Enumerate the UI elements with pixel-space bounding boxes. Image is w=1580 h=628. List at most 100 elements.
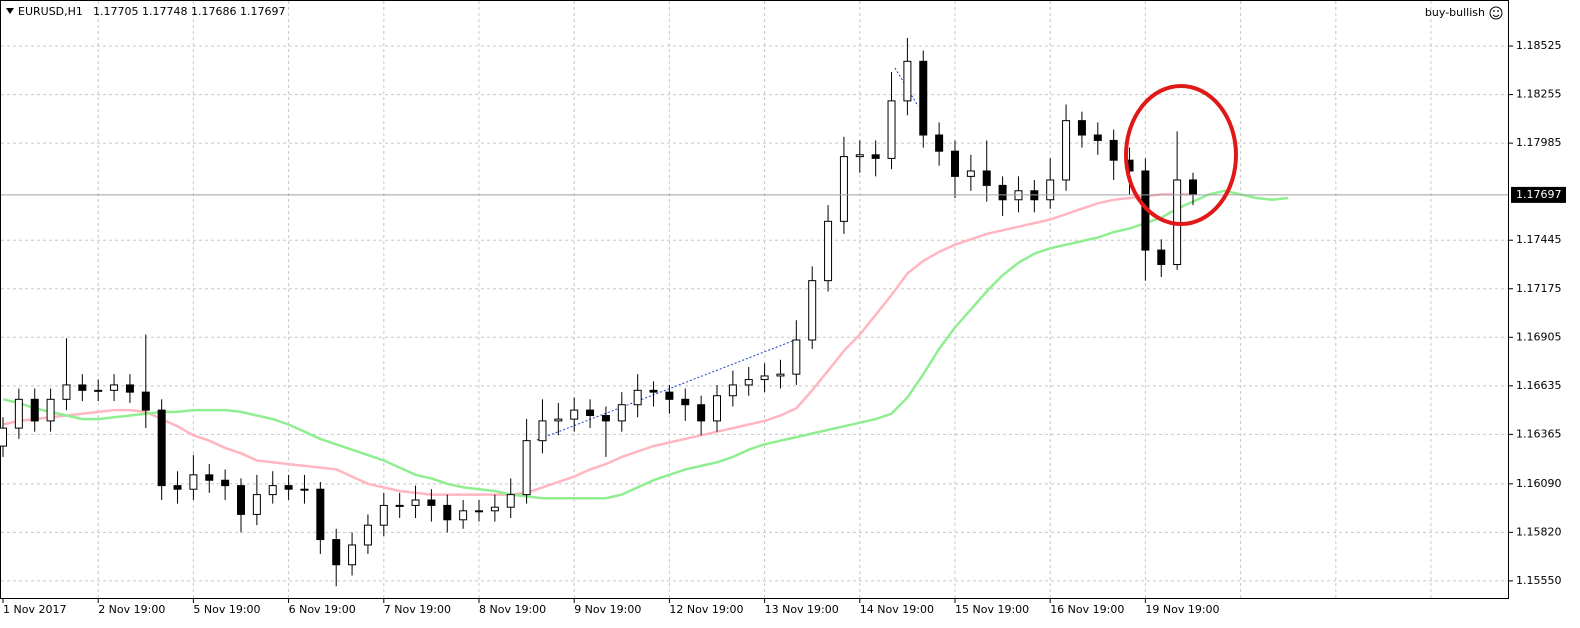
candle-body [633, 389, 642, 406]
candle-body [1189, 179, 1197, 195]
candle-body [713, 395, 721, 422]
candle-body [316, 488, 325, 541]
moving-average [2, 193, 1193, 496]
x-tick-label: 15 Nov 19:00 [955, 603, 1029, 616]
candle-body [538, 420, 547, 442]
candle-body [522, 440, 531, 496]
menu-arrow[interactable] [6, 8, 14, 14]
candle-body [110, 384, 119, 391]
plot-frame [0, 0, 1509, 599]
candle-body [78, 384, 87, 391]
candle-body [1046, 179, 1055, 201]
candle-body [855, 154, 864, 158]
candle-body [141, 391, 150, 411]
candle-body [443, 504, 452, 521]
y-tick-label: 1.16635 [1516, 379, 1562, 392]
y-tick-label: 1.15820 [1516, 525, 1562, 538]
x-tick-label: 14 Nov 19:00 [860, 603, 934, 616]
candle-body [617, 404, 626, 422]
candle-body [395, 504, 404, 507]
candle-body [808, 280, 817, 341]
candle-body [1077, 120, 1086, 136]
candle-body [935, 134, 944, 152]
candle-body [554, 418, 563, 422]
candle-body [681, 398, 690, 406]
candle-body [998, 184, 1007, 201]
candle-body [475, 510, 483, 513]
x-tick-label: 8 Nov 19:00 [479, 603, 546, 616]
candle-body [665, 391, 674, 400]
candle-body [221, 479, 230, 487]
candle-body [792, 339, 801, 375]
x-tick-label: 5 Nov 19:00 [193, 603, 260, 616]
y-tick-label: 1.17445 [1516, 233, 1562, 246]
candle-body [570, 409, 579, 420]
candle-body [586, 409, 595, 417]
candle-body [776, 373, 785, 377]
y-tick-label: 1.16365 [1516, 427, 1562, 440]
candle-body [601, 415, 610, 422]
smiley-icon [1489, 6, 1503, 20]
candle-body [903, 60, 912, 102]
candle-body [268, 485, 277, 496]
candle-body [348, 544, 357, 566]
candle-body [966, 170, 975, 177]
candle-body [94, 389, 103, 392]
candle-body [46, 398, 55, 422]
x-tick-label: 16 Nov 19:00 [1050, 603, 1124, 616]
candle-body [205, 474, 214, 481]
x-tick-label: 13 Nov 19:00 [765, 603, 839, 616]
candle-body [506, 494, 515, 508]
candle-body [728, 384, 737, 397]
plot [0, 37, 1508, 587]
candle-body [157, 409, 166, 487]
grid [1, 1, 1508, 598]
last-price-label: 1.17697 [1516, 188, 1562, 201]
candle-body [363, 524, 372, 546]
symbol: EURUSD,H1 [18, 5, 83, 18]
y-tick-label: 1.16090 [1516, 477, 1562, 490]
candle-body [951, 150, 959, 177]
candle-body [332, 539, 341, 566]
x-tick-label: 7 Nov 19:00 [384, 603, 451, 616]
candle-body [744, 379, 753, 386]
candle-body [300, 488, 309, 491]
y-tick-label: 1.16905 [1516, 330, 1562, 343]
highlight-circle [1124, 84, 1238, 226]
moving-average [2, 189, 1289, 500]
y-tick-label: 1.17175 [1516, 282, 1562, 295]
candle-body [30, 398, 39, 422]
candle-body [871, 154, 880, 159]
x-tick-label: 2 Nov 19:00 [98, 603, 165, 616]
y-tick-label: 1.18525 [1516, 39, 1562, 52]
candle-body [125, 384, 134, 393]
candle-body [379, 504, 388, 526]
candle-body [839, 156, 848, 222]
candle-body [189, 474, 198, 490]
candle-body [237, 485, 245, 515]
candle-body [982, 170, 991, 186]
candle-body [824, 220, 833, 282]
x-tick-label: 6 Nov 19:00 [289, 603, 356, 616]
candle-body [411, 499, 420, 506]
x-tick-label: 1 Nov 2017 [3, 603, 66, 616]
candle-body [459, 510, 468, 521]
candle-body [1093, 134, 1102, 141]
x-tick-label: 19 Nov 19:00 [1145, 603, 1219, 616]
candle-body [649, 389, 658, 393]
candle-body [760, 375, 769, 381]
candle-body [1157, 249, 1166, 265]
candle-body [284, 485, 293, 490]
x-tick-label: 12 Nov 19:00 [669, 603, 743, 616]
candle-body [427, 499, 436, 506]
last-price-box [1511, 186, 1566, 203]
y-tick-label: 1.18255 [1516, 88, 1562, 101]
candle-body [1062, 120, 1071, 181]
candle-body [252, 494, 261, 515]
candle-body [0, 427, 7, 447]
candle-body [1109, 139, 1118, 161]
x-tick-label: 9 Nov 19:00 [574, 603, 641, 616]
candle-body [490, 506, 499, 512]
